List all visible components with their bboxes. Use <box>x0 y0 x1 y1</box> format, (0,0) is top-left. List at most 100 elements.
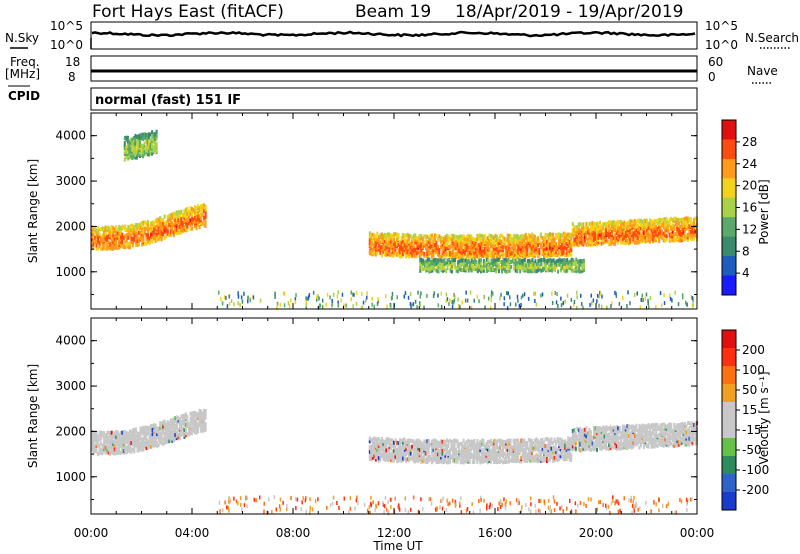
echo-cell <box>659 218 662 223</box>
echo-cell <box>477 443 480 448</box>
echo-cell <box>104 246 107 251</box>
echo-cell <box>345 303 347 308</box>
echo-cell <box>538 248 541 253</box>
echo-cell <box>441 439 444 444</box>
echo-cell <box>589 228 592 233</box>
echo-cell <box>556 245 559 250</box>
echo-cell <box>201 425 204 430</box>
echo-cell <box>443 448 445 452</box>
echo-cell <box>337 290 339 295</box>
echo-cell <box>488 447 491 452</box>
freq-tick-top: 18 <box>65 55 80 69</box>
echo-cell <box>169 232 172 237</box>
echo-cell <box>502 244 505 249</box>
echo-cell <box>564 231 567 236</box>
echo-cell <box>135 155 138 160</box>
echo-cell <box>649 226 651 231</box>
echo-cell <box>554 260 557 265</box>
echo-cell <box>189 222 192 227</box>
echo-cell <box>523 254 526 259</box>
echo-cell <box>106 234 109 239</box>
echo-cell <box>408 251 411 256</box>
echo-cell <box>408 239 411 244</box>
echo-cell <box>486 455 489 460</box>
echo-cell <box>201 420 204 425</box>
echo-cell <box>531 269 534 274</box>
echo-cell <box>188 220 190 225</box>
echo-cell <box>549 265 552 270</box>
echo-cell <box>140 150 143 155</box>
echo-cell <box>127 438 130 443</box>
echo-cell <box>481 267 484 272</box>
echo-cell <box>283 303 286 308</box>
echo-cell <box>95 431 98 435</box>
echo-cell <box>482 241 485 246</box>
echo-cell <box>636 224 639 228</box>
echo-cell <box>192 208 195 212</box>
echo-cell <box>486 250 489 254</box>
echo-cell <box>447 449 450 454</box>
echo-cell <box>483 238 486 243</box>
echo-cell <box>203 427 206 432</box>
echo-cell <box>538 261 541 265</box>
echo-cell <box>101 443 104 448</box>
echo-cell <box>523 440 526 445</box>
echo-cell <box>530 237 533 242</box>
echo-cell <box>623 220 626 225</box>
echo-cell <box>486 460 489 465</box>
echo-cell <box>496 455 498 460</box>
echo-cell <box>676 237 679 242</box>
echo-cell <box>141 235 143 240</box>
echo-cell <box>430 235 433 240</box>
echo-cell <box>385 456 388 461</box>
echo-cell <box>163 427 166 432</box>
echo-cell <box>203 422 206 427</box>
echo-cell <box>685 226 688 231</box>
echo-cell <box>204 422 207 427</box>
echo-cell <box>532 446 535 451</box>
echo-cell <box>138 241 140 246</box>
echo-cell <box>141 221 143 225</box>
echo-cell <box>461 262 464 267</box>
echo-cell <box>438 258 441 263</box>
echo-cell <box>101 236 104 241</box>
echo-cell <box>577 222 580 227</box>
echo-cell <box>420 459 423 464</box>
echo-cell <box>458 255 461 260</box>
echo-cell <box>175 217 178 222</box>
echo-cell <box>679 229 682 234</box>
echo-cell <box>221 301 224 306</box>
echo-cell <box>468 439 471 444</box>
echo-cell <box>92 229 95 234</box>
echo-cell <box>371 250 374 255</box>
echo-cell <box>390 443 392 448</box>
echo-cell <box>539 452 542 457</box>
echo-cell <box>394 247 397 252</box>
echo-cell <box>652 237 655 242</box>
echo-cell <box>143 134 146 139</box>
echo-cell <box>420 291 422 296</box>
echo-cell <box>408 438 411 443</box>
echo-cell <box>157 234 160 239</box>
echo-cell <box>663 301 666 306</box>
echo-cell <box>198 218 201 223</box>
echo-cell <box>430 460 433 465</box>
echo-cell <box>508 242 511 247</box>
echo-cell <box>417 236 420 241</box>
echo-cell <box>579 233 582 238</box>
echo-cell <box>418 439 421 444</box>
echo-cell <box>371 247 374 252</box>
echo-cell <box>150 427 153 432</box>
echo-cell <box>494 246 497 251</box>
echo-cell <box>423 260 426 265</box>
echo-cell <box>505 460 508 464</box>
echo-cell <box>447 457 450 462</box>
echo-cell <box>506 243 509 248</box>
echo-cell <box>580 222 583 227</box>
echo-cell <box>110 447 113 452</box>
echo-cell <box>486 457 489 462</box>
echo-cell <box>627 226 630 231</box>
echo-cell <box>555 262 558 267</box>
echo-cell <box>509 295 511 300</box>
echo-cell <box>168 435 171 440</box>
